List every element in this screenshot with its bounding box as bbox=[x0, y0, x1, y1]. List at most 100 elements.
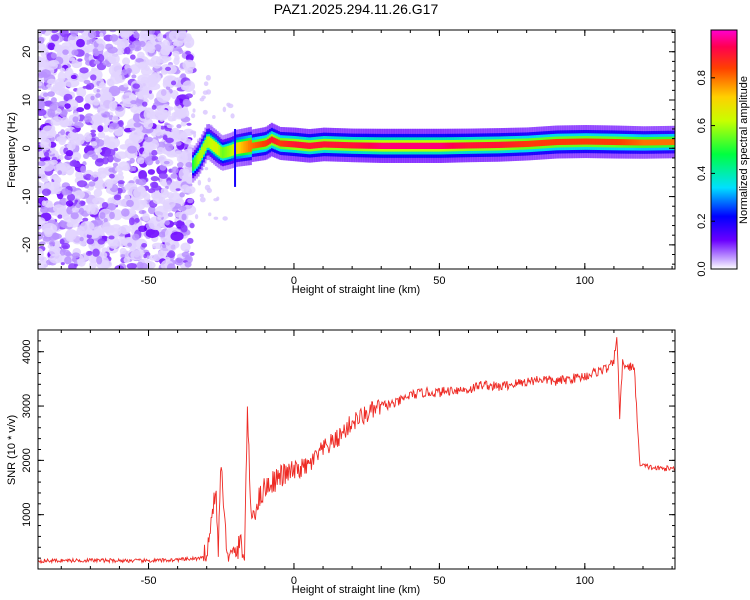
ridge-cell bbox=[487, 142, 490, 149]
noise-speckle bbox=[173, 150, 184, 158]
noise-speckle bbox=[69, 160, 77, 167]
ridge-cell bbox=[666, 139, 670, 146]
ridge-cell bbox=[239, 141, 242, 154]
ridge-cell bbox=[406, 142, 409, 150]
ridge-cell bbox=[611, 138, 614, 145]
noise-speckle bbox=[226, 102, 231, 107]
noise-speckle bbox=[91, 67, 98, 72]
ridge-cell bbox=[403, 142, 406, 150]
noise-speckle bbox=[180, 184, 190, 194]
ridge-cell bbox=[672, 139, 675, 146]
ridge-cell bbox=[429, 142, 432, 150]
noise-speckle bbox=[50, 97, 57, 104]
noise-speckle bbox=[173, 221, 178, 226]
ridge-cell bbox=[598, 138, 601, 145]
ridge-cell bbox=[665, 139, 668, 146]
colorbar-tick-label: 0.2 bbox=[696, 214, 708, 229]
noise-speckle bbox=[108, 167, 115, 173]
noise-speckle bbox=[175, 141, 182, 146]
ridge-cell bbox=[572, 138, 575, 145]
noise-speckle bbox=[141, 101, 148, 107]
noise-speckle bbox=[166, 180, 171, 186]
ridge-cell bbox=[330, 141, 333, 148]
noise-speckle bbox=[155, 159, 160, 165]
ridge-cell bbox=[546, 139, 549, 146]
ridge-cell bbox=[300, 141, 303, 149]
noise-speckle bbox=[137, 157, 145, 165]
ridge-cell bbox=[268, 137, 272, 144]
noise-speckle bbox=[71, 49, 79, 56]
ridge-cell bbox=[602, 138, 605, 145]
ridge-cell bbox=[633, 139, 636, 146]
noise-speckle bbox=[53, 44, 63, 53]
noise-speckle bbox=[166, 192, 174, 199]
ridge-cell bbox=[314, 142, 317, 149]
ridge-cell bbox=[321, 141, 324, 148]
noise-speckle bbox=[61, 242, 71, 250]
noise-speckle bbox=[142, 213, 150, 222]
ridge-cell bbox=[549, 139, 553, 146]
ridge-cell bbox=[396, 142, 399, 150]
ridge-cell bbox=[600, 138, 603, 145]
ridge-cell bbox=[567, 138, 570, 145]
ridge-cell bbox=[439, 142, 443, 150]
noise-speckle bbox=[204, 167, 209, 171]
x-tick-label: 0 bbox=[291, 275, 297, 287]
noise-speckle bbox=[52, 83, 61, 91]
noise-speckle bbox=[83, 132, 92, 143]
noise-speckle bbox=[165, 137, 174, 144]
noise-speckle bbox=[145, 228, 160, 239]
ridge-cell bbox=[652, 139, 656, 146]
ridge-spike bbox=[234, 128, 237, 187]
ridge-cell bbox=[464, 142, 467, 149]
noise-speckle bbox=[101, 202, 109, 209]
noise-speckle bbox=[197, 179, 202, 186]
x-tick-label: 50 bbox=[433, 575, 445, 587]
noise-speckle bbox=[47, 108, 56, 118]
ridge-cell bbox=[319, 141, 322, 148]
noise-speckle bbox=[171, 166, 179, 174]
noise-speckle bbox=[78, 207, 85, 215]
ridge-cell bbox=[343, 142, 347, 149]
ridge-cell bbox=[642, 139, 645, 146]
noise-speckle bbox=[160, 125, 166, 130]
noise-speckle bbox=[165, 142, 174, 152]
ridge-cell bbox=[192, 159, 195, 171]
noise-speckle bbox=[97, 125, 104, 133]
noise-speckle bbox=[192, 108, 196, 113]
noise-speckle bbox=[90, 141, 98, 147]
noise-speckle bbox=[109, 30, 117, 33]
noise-speckle bbox=[38, 101, 46, 108]
ridge-cell bbox=[473, 142, 476, 149]
noise-speckle bbox=[160, 187, 169, 196]
ridge-cell bbox=[384, 142, 387, 150]
noise-speckle bbox=[40, 256, 48, 263]
noise-speckle bbox=[143, 146, 153, 153]
noise-speckle bbox=[57, 170, 62, 175]
noise-speckle bbox=[90, 129, 97, 133]
noise-speckle bbox=[38, 231, 44, 240]
noise-speckle bbox=[86, 238, 95, 245]
ridge-cell bbox=[654, 139, 657, 146]
noise-speckle bbox=[131, 74, 137, 79]
noise-speckle bbox=[41, 178, 49, 183]
ridge-cell bbox=[593, 138, 596, 145]
ridge-cell bbox=[389, 142, 392, 150]
y-tick-label: 4000 bbox=[21, 339, 33, 363]
ridge-cell bbox=[528, 140, 532, 147]
ridge-cell bbox=[638, 139, 642, 146]
noise-speckle bbox=[50, 52, 57, 59]
snr-frame bbox=[37, 329, 676, 570]
snr-series-line bbox=[38, 337, 675, 565]
noise-speckle bbox=[108, 122, 120, 130]
ridge-cell bbox=[335, 141, 338, 148]
noise-speckle bbox=[119, 144, 130, 150]
ridge-cell bbox=[242, 141, 245, 153]
y-tick-label: 10 bbox=[21, 94, 33, 106]
ridge-cell bbox=[331, 141, 334, 148]
noise-speckle bbox=[41, 86, 48, 91]
ridge-cell bbox=[483, 142, 486, 149]
noise-speckle bbox=[126, 199, 134, 208]
noise-speckle bbox=[86, 82, 95, 90]
noise-speckle bbox=[89, 114, 103, 125]
